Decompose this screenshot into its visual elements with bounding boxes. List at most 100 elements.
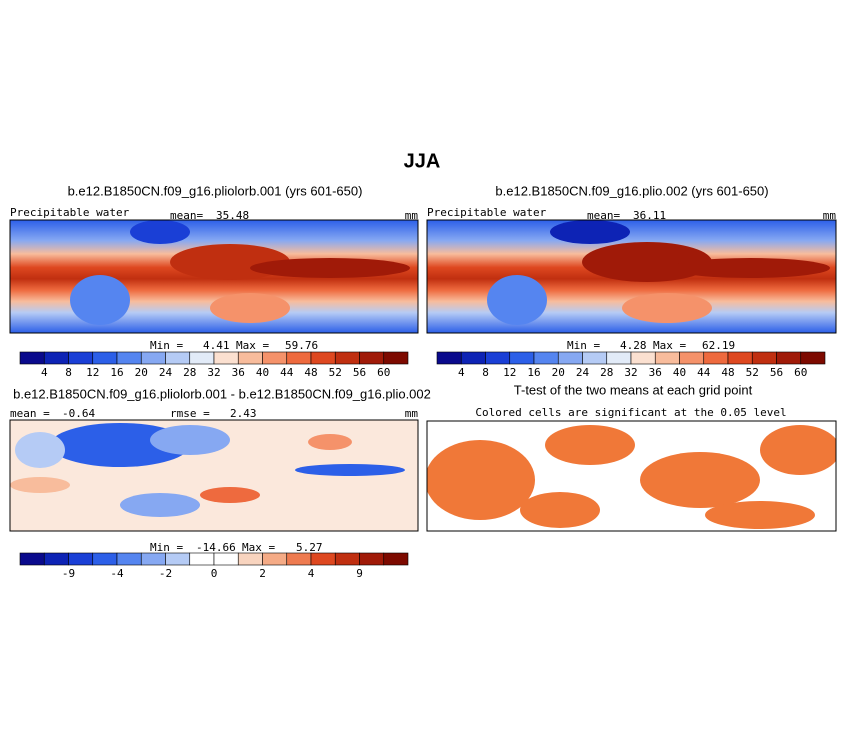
colorbar-label: 24 xyxy=(576,366,590,379)
colorbar-box xyxy=(557,351,583,365)
colorbar-label: 20 xyxy=(135,366,148,379)
rmse-value: 2.43 xyxy=(230,407,257,420)
colorbar-box xyxy=(165,552,191,566)
colorbar-box xyxy=(436,351,462,365)
colorbar-label: 4 xyxy=(308,567,315,580)
colorbar-box xyxy=(334,552,360,566)
min-label: Min = xyxy=(150,541,183,554)
colorbar-box xyxy=(140,351,166,365)
units: mm xyxy=(823,209,837,222)
colorbar-box xyxy=(116,552,142,566)
colorbar-label: 4 xyxy=(458,366,465,379)
colorbar-box xyxy=(582,351,608,365)
colorbar-label: 2 xyxy=(259,567,266,580)
map-frame xyxy=(426,219,837,334)
map-frame xyxy=(9,219,419,334)
colorbar-label: 48 xyxy=(721,366,734,379)
colorbar-box xyxy=(92,351,118,365)
colorbar-label: 8 xyxy=(482,366,489,379)
rmse-label: rmse = xyxy=(170,407,210,420)
colorbar-box xyxy=(286,552,312,566)
colorbar-box xyxy=(383,552,409,566)
colorbar-label: 12 xyxy=(86,366,99,379)
colorbar-label: 40 xyxy=(673,366,686,379)
units: mm xyxy=(405,209,419,222)
colorbar-box xyxy=(140,552,166,566)
colorbar-label: 44 xyxy=(280,366,294,379)
colorbar-box xyxy=(334,351,360,365)
units: mm xyxy=(405,407,419,420)
map-field xyxy=(10,220,418,333)
colorbar-label: 9 xyxy=(356,567,363,580)
colorbar-label: 44 xyxy=(697,366,711,379)
colorbar-label: 56 xyxy=(353,366,366,379)
colorbar-box xyxy=(189,351,215,365)
colorbar-label: 36 xyxy=(232,366,245,379)
map-field xyxy=(427,220,836,333)
panel-subtitle: Colored cells are significant at the 0.0… xyxy=(475,406,786,419)
colorbar-label: 48 xyxy=(304,366,317,379)
colorbar-box xyxy=(727,351,753,365)
min-value: -14.66 xyxy=(196,541,236,554)
colorbar-box xyxy=(262,351,288,365)
figure-title: JJA xyxy=(404,150,441,172)
variable-label: Precipitable water xyxy=(10,206,130,219)
colorbar-box xyxy=(43,552,69,566)
colorbar-label: 36 xyxy=(649,366,662,379)
colorbar-label: 32 xyxy=(624,366,637,379)
colorbar-box xyxy=(800,351,826,365)
colorbar-box xyxy=(165,351,191,365)
max-label: Max = xyxy=(242,541,275,554)
colorbar-label: 52 xyxy=(329,366,342,379)
colorbar-box xyxy=(654,351,680,365)
max-label: Max = xyxy=(236,339,269,352)
min-label: Min = xyxy=(567,339,600,352)
colorbar-label: 16 xyxy=(110,366,123,379)
panel-title: T-test of the two means at each grid poi… xyxy=(514,382,753,397)
colorbar-box xyxy=(68,552,94,566)
min-value: 4.41 xyxy=(203,339,230,352)
colorbar-box xyxy=(92,552,118,566)
max-value: 62.19 xyxy=(702,339,735,352)
panel-title: b.e12.B1850CN.f09_g16.pliolorb.001 (yrs … xyxy=(68,183,363,198)
colorbar-box xyxy=(776,351,802,365)
panel-title: b.e12.B1850CN.f09_g16.plio.002 (yrs 601-… xyxy=(495,183,768,198)
colorbar-box xyxy=(286,351,312,365)
map-field xyxy=(10,420,418,531)
stat-label: mean= xyxy=(170,209,203,222)
colorbar-box xyxy=(213,552,239,566)
colorbar-box xyxy=(189,552,215,566)
colorbar-label: 28 xyxy=(600,366,613,379)
colorbar-box xyxy=(262,552,288,566)
colorbar-box xyxy=(533,351,559,365)
colorbar-label: 8 xyxy=(65,366,72,379)
colorbar-box xyxy=(43,351,69,365)
panel-title: b.e12.B1850CN.f09_g16.pliolorb.001 - b.e… xyxy=(13,386,431,401)
colorbar-box xyxy=(485,351,511,365)
colorbar-box xyxy=(751,351,777,365)
variable-label: Precipitable water xyxy=(427,206,547,219)
max-value: 59.76 xyxy=(285,339,318,352)
colorbar-box xyxy=(460,351,486,365)
colorbar-label: 40 xyxy=(256,366,269,379)
stat-label: mean= xyxy=(587,209,620,222)
colorbar-label: 16 xyxy=(527,366,540,379)
colorbar-box xyxy=(359,351,385,365)
colorbar-box xyxy=(19,552,45,566)
colorbar-box xyxy=(679,351,705,365)
colorbar-box xyxy=(237,351,263,365)
colorbar-label: 60 xyxy=(794,366,807,379)
max-value: 5.27 xyxy=(296,541,323,554)
stat-value: -0.64 xyxy=(62,407,95,420)
colorbar-box xyxy=(383,351,409,365)
colorbar-box xyxy=(19,351,45,365)
colorbar-label: 12 xyxy=(503,366,516,379)
colorbar-label: 60 xyxy=(377,366,390,379)
colorbar-label: -9 xyxy=(62,567,75,580)
colorbar-box xyxy=(509,351,535,365)
colorbar-label: 56 xyxy=(770,366,783,379)
colorbar-box xyxy=(703,351,729,365)
colorbar-label: 4 xyxy=(41,366,48,379)
colorbar-box xyxy=(68,351,94,365)
